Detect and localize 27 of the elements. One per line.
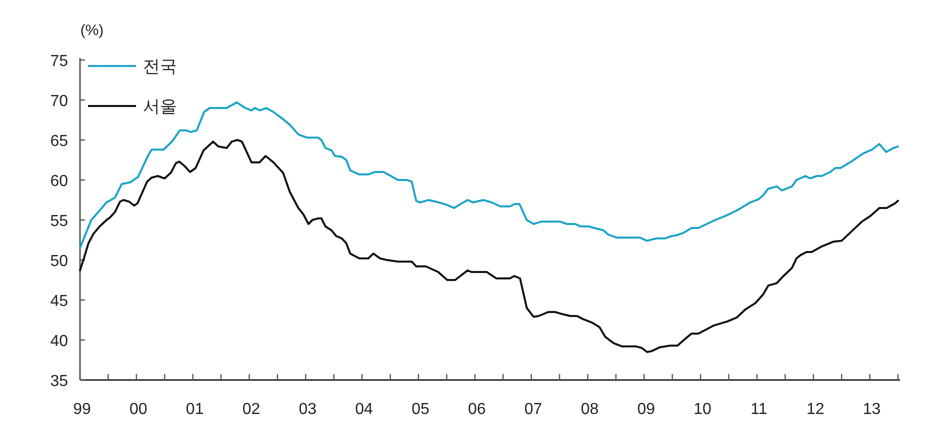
- y-tick-label: 45: [50, 293, 68, 310]
- x-tick-label: 04: [355, 401, 374, 418]
- y-tick-label: 65: [50, 133, 68, 150]
- x-tick-label: 10: [694, 401, 712, 418]
- y-tick-label: 75: [50, 53, 68, 70]
- x-tick-label: 00: [130, 401, 148, 418]
- x-tick-label: 07: [524, 401, 542, 418]
- y-tick-label: 35: [50, 373, 68, 390]
- y-tick-label: 50: [50, 253, 68, 270]
- legend-label: 서울: [143, 97, 177, 116]
- x-tick-label: 03: [298, 401, 317, 418]
- x-tick-label: 02: [242, 401, 260, 418]
- x-tick-label: 08: [580, 401, 599, 418]
- y-tick-label: 60: [50, 173, 68, 190]
- x-tick-label: 99: [73, 401, 91, 418]
- x-tick-label: 01: [186, 401, 204, 418]
- x-tick-label: 11: [750, 401, 768, 418]
- y-axis-title: (%): [80, 22, 104, 39]
- y-tick-label: 70: [50, 93, 68, 110]
- x-tick-label: 13: [862, 401, 881, 418]
- legend-label: 전국: [143, 57, 177, 76]
- y-tick-label: 40: [50, 333, 68, 350]
- x-tick-label: 12: [806, 401, 824, 418]
- x-tick-label: 05: [412, 401, 430, 418]
- x-tick-label: 06: [468, 401, 486, 418]
- x-tick-label: 09: [637, 401, 656, 418]
- y-tick-label: 55: [50, 213, 68, 230]
